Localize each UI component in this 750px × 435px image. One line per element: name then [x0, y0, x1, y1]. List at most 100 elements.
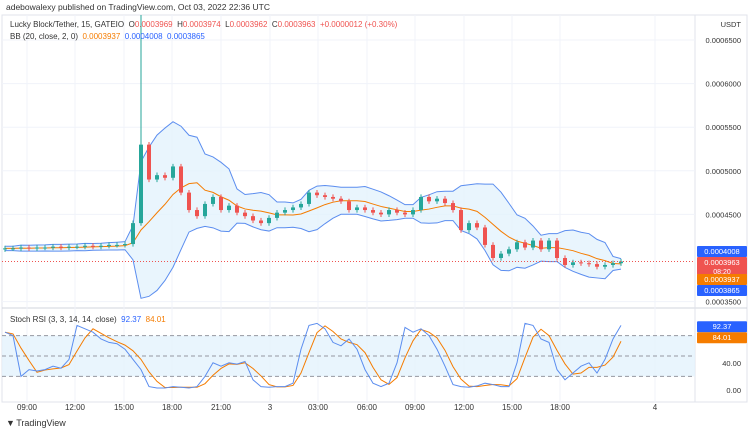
candle-body	[531, 240, 535, 248]
candle-body	[75, 246, 79, 248]
candle-body	[539, 240, 543, 250]
candle-body	[91, 245, 95, 247]
stoch-label: Stoch RSI (3, 3, 14, 14, close)	[10, 315, 117, 324]
candle-body	[379, 212, 383, 215]
x-tick-label: 15:00	[502, 403, 523, 412]
candle-body	[163, 175, 167, 178]
x-tick-label: 06:00	[357, 403, 378, 412]
candle-body	[427, 196, 431, 202]
bb-label: BB (20, close, 2, 0)	[10, 32, 79, 41]
candle-body	[363, 207, 367, 211]
symbol-title: Lucky Block/Tether, 15, GATEIO	[10, 20, 125, 29]
stoch-legend: Stoch RSI (3, 3, 14, 14, close) 92.37 84…	[10, 315, 166, 324]
x-tick-label: 4	[653, 403, 658, 412]
candle-body	[507, 249, 511, 254]
bb-lower-tag: 0.0003865	[704, 286, 739, 295]
candle-body	[195, 210, 199, 217]
candle-body	[403, 212, 407, 215]
candle-body	[35, 247, 39, 249]
publisher-line: adebowalexy published on TradingView.com…	[6, 2, 270, 12]
candle-body	[499, 253, 503, 258]
candle-body	[267, 217, 271, 224]
candle-body	[563, 258, 567, 265]
bb-basis-value: 0.0003937	[82, 32, 121, 41]
candle-body	[235, 205, 239, 213]
o-label: O	[128, 20, 135, 29]
candle-body	[467, 223, 471, 231]
candle-body	[587, 263, 591, 265]
x-tick-label: 15:00	[114, 403, 135, 412]
candle-body	[203, 203, 207, 217]
stoch-k-line	[4, 322, 622, 389]
candle-body	[115, 244, 119, 246]
candle-body	[227, 205, 231, 211]
chart-frame	[1, 14, 748, 403]
candle-body	[395, 210, 399, 213]
candle-body	[315, 192, 319, 196]
y-tick-label: 0.0005500	[706, 123, 741, 132]
candle-body	[251, 216, 255, 221]
candle-body	[355, 207, 359, 211]
x-tick-label: 18:00	[550, 403, 571, 412]
candle-body	[51, 246, 55, 248]
candle-body	[219, 196, 223, 211]
candle-body	[123, 244, 127, 246]
candle-body	[19, 247, 23, 249]
candle-body	[347, 201, 351, 211]
candle-body	[131, 223, 135, 245]
y-tick-label: 0.0003500	[706, 298, 741, 307]
candle-body	[299, 203, 303, 208]
chart-legend: Lucky Block/Tether, 15, GATEIO O0.000396…	[10, 19, 397, 43]
candle-body	[443, 198, 447, 204]
bb-basis-tag: 0.0003937	[704, 275, 739, 284]
candle-body	[555, 240, 559, 258]
y-tick-label: 0.0004500	[706, 210, 741, 219]
candle-body	[603, 264, 607, 267]
bb-lower-tag-bg	[697, 285, 747, 296]
candle-body	[83, 245, 87, 247]
candle-body	[523, 242, 527, 248]
bb-upper-tag: 0.0004008	[704, 247, 739, 256]
candle-body	[139, 144, 143, 224]
candle-body	[515, 242, 519, 250]
candle-body	[595, 264, 599, 267]
candle-body	[147, 144, 151, 180]
candle-body	[283, 210, 287, 213]
x-tick-label: 12:00	[454, 403, 475, 412]
stoch-k-value: 92.37	[121, 315, 142, 324]
candle-body	[435, 198, 439, 202]
stoch-y-tick: 0.00	[726, 386, 741, 395]
candle-body	[483, 227, 487, 245]
candle-body	[275, 212, 279, 218]
candle-body	[43, 247, 47, 249]
stoch-d-line	[4, 325, 622, 389]
candle-body	[419, 196, 423, 211]
open-value: 0.0003969	[134, 20, 173, 29]
bb-legend: BB (20, close, 2, 0) 0.0003937 0.0004008…	[10, 31, 397, 43]
candle-body	[571, 262, 575, 265]
last-price-tag: 0.0003963	[704, 258, 739, 267]
bb-upper-line	[5, 121, 622, 260]
candle-body	[67, 246, 71, 248]
candle-body	[3, 248, 7, 250]
currency-label: USDT	[721, 20, 742, 29]
tradingview-logo[interactable]: ▼ TradingView	[6, 418, 66, 428]
candle-body	[59, 246, 63, 248]
x-tick-label: 3	[268, 403, 273, 412]
stoch-d-tag: 84.01	[713, 333, 732, 342]
stoch-d-tag-bg	[697, 332, 747, 344]
h-label: H	[177, 20, 183, 29]
bb-upper-value: 0.0004008	[124, 32, 163, 41]
l-label: L	[225, 20, 230, 29]
candle-body	[243, 212, 247, 217]
last-price-tag-bg	[697, 257, 747, 275]
candle-body	[411, 210, 415, 215]
candle-body	[475, 223, 479, 228]
y-tick-label: 0.0005000	[706, 167, 741, 176]
bb-basis-tag-bg	[697, 274, 747, 285]
candle-body	[619, 261, 623, 264]
candle-body	[27, 247, 31, 249]
candle-body	[451, 203, 455, 211]
last-price-tag-countdown: 08:20	[713, 269, 731, 276]
